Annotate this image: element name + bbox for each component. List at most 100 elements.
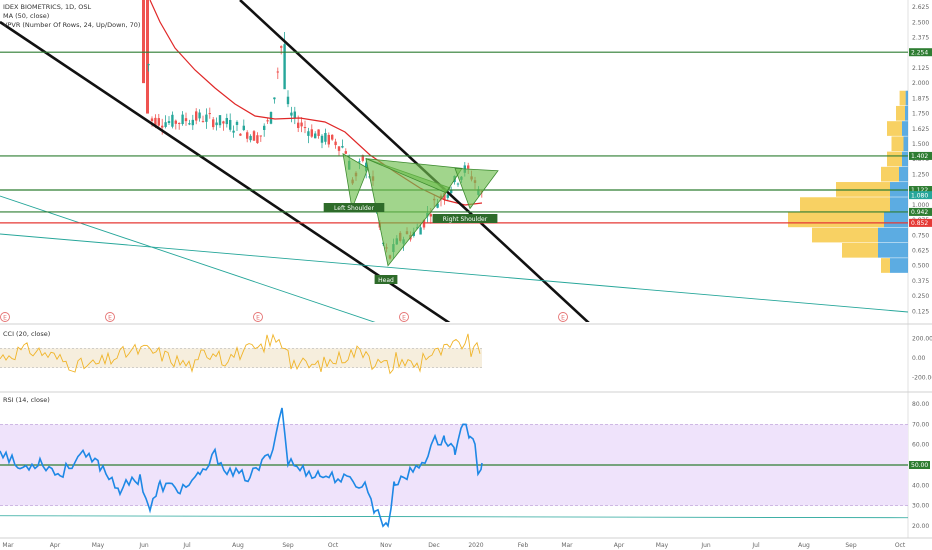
candle[interactable] [225,118,228,125]
earnings-marker-label: E [561,315,565,322]
candle[interactable] [290,112,293,116]
candle[interactable] [171,114,174,127]
time-tick-label: Feb [518,542,529,549]
candle[interactable] [242,125,245,131]
candle[interactable] [297,122,300,128]
candle[interactable] [327,134,330,145]
candle[interactable] [146,0,149,114]
candle[interactable] [239,133,242,136]
candle[interactable] [235,121,239,125]
candle[interactable] [436,203,439,208]
candle[interactable] [249,135,252,141]
candle[interactable] [263,125,266,130]
candle[interactable] [147,64,150,66]
candle[interactable] [320,135,324,143]
candle[interactable] [161,125,164,128]
cci-pane[interactable]: 200.00 0.00 -200.00 [0,333,932,382]
candle[interactable] [310,129,313,137]
candle[interactable] [212,119,215,128]
candle[interactable] [167,121,171,123]
candle[interactable] [218,115,222,126]
earnings-marker[interactable] [0,312,10,322]
candle[interactable] [286,96,290,105]
candle[interactable] [164,122,167,127]
candle[interactable] [456,183,460,185]
earnings-marker[interactable] [558,312,568,322]
candle[interactable] [358,161,361,163]
candle[interactable] [191,119,194,126]
candle[interactable] [142,0,145,84]
candle[interactable] [256,135,259,144]
candle[interactable] [208,113,211,115]
candle[interactable] [195,111,198,121]
earnings-marker[interactable] [105,312,115,322]
candle[interactable] [154,117,157,127]
cci-tick-label: 200.00 [912,336,932,343]
earnings-marker[interactable] [253,312,263,322]
rsi-line[interactable] [0,407,483,528]
candle[interactable] [344,151,347,154]
candle[interactable] [174,120,177,124]
time-tick-label: Dec [428,542,440,549]
candle[interactable] [331,134,334,140]
candle[interactable] [450,190,453,194]
candle[interactable] [198,112,201,119]
candle[interactable] [246,132,249,139]
candle[interactable] [188,123,191,125]
candle[interactable] [205,114,208,122]
vpvr-legend: VPVR (Number Of Rows, 24, Up/Down, 70) [3,21,140,29]
earnings-marker[interactable] [399,312,409,322]
candle[interactable] [280,46,283,48]
candle[interactable] [201,121,205,123]
candle[interactable] [334,141,337,146]
candle[interactable] [229,119,232,130]
candle[interactable] [429,214,432,217]
candle[interactable] [184,118,188,122]
candle[interactable] [303,127,307,129]
candle[interactable] [150,118,154,122]
price-label-bg [909,207,932,216]
candle[interactable] [446,194,449,198]
candle[interactable] [314,133,317,139]
candle[interactable] [157,118,160,126]
neckline-shape[interactable] [365,158,463,194]
rsi-teal-line [0,515,909,519]
candle[interactable] [283,44,286,90]
candle[interactable] [324,132,327,142]
candle[interactable] [293,111,296,119]
price-pane[interactable]: 2.6252.5002.3752.2502.1252.0001.8751.750… [0,0,932,330]
candle[interactable] [467,165,470,169]
candle[interactable] [422,219,426,228]
candle[interactable] [341,146,344,148]
cci-line[interactable] [0,333,481,375]
candle[interactable] [419,227,422,235]
price-tick-label: 2.625 [912,4,929,11]
vpvr-down-bar [881,166,899,182]
candle[interactable] [266,120,269,122]
candle[interactable] [317,129,320,136]
candle[interactable] [252,131,256,141]
left-shoulder-shape[interactable] [342,152,369,211]
right-shoulder-shape[interactable] [454,167,499,210]
rsi-pane[interactable]: 80.00 70.00 60.00 50.00 40.00 30.00 20.00 [0,401,930,530]
candle[interactable] [337,146,341,151]
candle[interactable] [276,71,279,73]
time-tick-label: Oct [328,542,339,549]
candle[interactable] [443,192,446,200]
candle[interactable] [300,122,303,127]
trendline-upper[interactable] [239,0,590,324]
candle[interactable] [273,97,276,100]
candle[interactable] [232,130,235,133]
candle[interactable] [178,122,181,124]
candle[interactable] [181,114,184,125]
price-label-bg [909,186,932,195]
candle[interactable] [215,122,218,126]
vpvr-up-bar [878,227,908,243]
candle[interactable] [222,121,225,124]
price-label-bg [909,191,932,200]
time-tick-label: Mar [2,542,14,549]
candle[interactable] [361,155,364,161]
candle[interactable] [259,135,262,137]
candle[interactable] [307,131,310,136]
